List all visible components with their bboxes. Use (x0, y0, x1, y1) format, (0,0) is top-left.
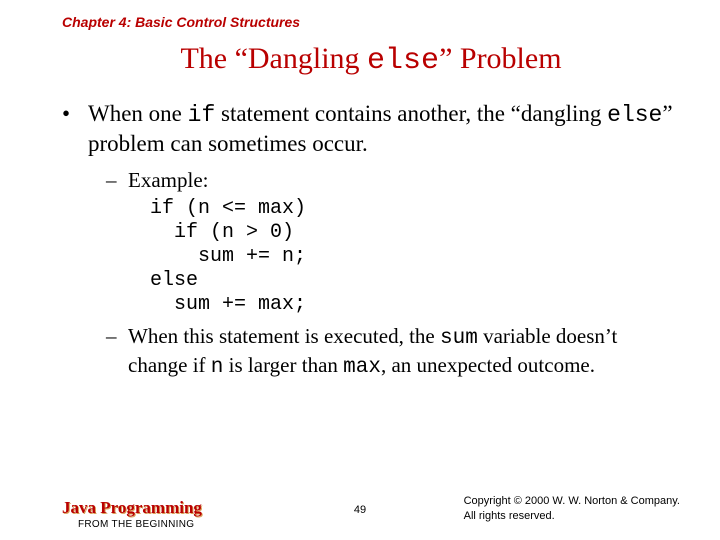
sub-bullet-item: When this statement is executed, the sum… (106, 323, 680, 382)
example-label: Example: (128, 168, 208, 192)
text-seg: When this statement is executed, the (128, 324, 440, 348)
copyright-line: Copyright © 2000 W. W. Norton & Company. (464, 494, 680, 509)
inline-code: else (607, 102, 662, 128)
bullet-list: When one if statement contains another, … (62, 100, 680, 381)
sub-bullet-item: Example: if (n <= max) if (n > 0) sum +=… (106, 167, 680, 317)
slide-title: The “Dangling else” Problem (62, 42, 680, 78)
brand-subtitle: FROM THE BEGINNING (78, 519, 202, 530)
title-pre: The “Dangling (180, 42, 367, 75)
inline-code: if (188, 102, 216, 128)
text-seg: , an unexpected outcome. (381, 353, 595, 377)
inline-code: max (343, 356, 381, 379)
text-seg: statement contains another, the “danglin… (215, 101, 607, 126)
title-code: else (367, 44, 439, 78)
sub-bullet-list: Example: if (n <= max) if (n > 0) sum +=… (88, 167, 680, 382)
text-seg: When one (88, 101, 188, 126)
inline-code: sum (440, 327, 478, 350)
inline-code: n (211, 356, 224, 379)
chapter-heading: Chapter 4: Basic Control Structures (62, 14, 680, 30)
title-post: ” Problem (439, 42, 561, 75)
copyright-line: All rights reserved. (464, 509, 680, 524)
footer-right: Copyright © 2000 W. W. Norton & Company.… (464, 494, 680, 524)
slide-body: When one if statement contains another, … (62, 100, 680, 381)
code-block: if (n <= max) if (n > 0) sum += n; else … (150, 197, 680, 317)
slide: Chapter 4: Basic Control Structures The … (0, 0, 720, 540)
text-seg: is larger than (223, 353, 343, 377)
bullet-item: When one if statement contains another, … (62, 100, 680, 381)
